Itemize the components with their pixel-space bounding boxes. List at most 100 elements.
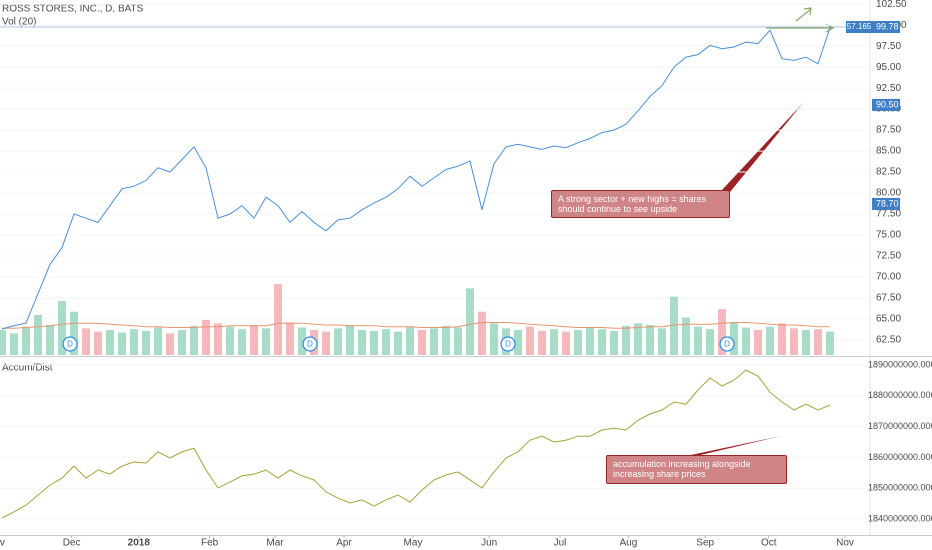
volume-bar bbox=[334, 328, 342, 355]
volume-bar bbox=[286, 322, 294, 355]
volume-bar bbox=[634, 323, 642, 355]
dividend-marker bbox=[719, 336, 735, 352]
x-tick-label: Mar bbox=[266, 538, 284, 549]
y2-tick-label: 1860000000.0000 bbox=[868, 452, 932, 462]
volume-bar bbox=[742, 327, 750, 355]
volume-bar bbox=[490, 323, 498, 355]
volume-bar bbox=[526, 326, 534, 355]
volume-bar bbox=[394, 331, 402, 355]
dividend-label: D bbox=[307, 340, 313, 349]
volume-bar bbox=[622, 325, 630, 355]
dividend-marker bbox=[62, 336, 78, 352]
x-tick-label: Dec bbox=[63, 538, 81, 549]
dividend-label: D bbox=[724, 340, 730, 349]
volume-bar bbox=[346, 325, 354, 355]
price-label-box bbox=[872, 197, 900, 210]
volume-bar bbox=[586, 327, 594, 355]
y-tick-label: 72.50 bbox=[876, 251, 901, 262]
volume-bar bbox=[646, 325, 654, 355]
volume-bar bbox=[178, 330, 186, 355]
volume-legend: Vol (20) bbox=[2, 17, 36, 28]
volume-bar bbox=[658, 328, 666, 355]
volume-bar bbox=[118, 332, 126, 355]
volume-bar bbox=[730, 322, 738, 355]
volume-bar bbox=[46, 325, 54, 355]
annotation: accumulation increasing alongside increa… bbox=[606, 455, 787, 484]
volume-bar bbox=[790, 328, 798, 355]
x-tick-label: Aug bbox=[620, 538, 638, 549]
volume-bar bbox=[466, 288, 474, 355]
volume-bar bbox=[430, 328, 438, 355]
y-tick-label: 62.50 bbox=[876, 335, 901, 346]
x-tick-label: Feb bbox=[201, 538, 219, 549]
y-tick-label: 92.50 bbox=[876, 83, 901, 94]
volume-bar bbox=[706, 329, 714, 355]
volume-bar bbox=[814, 329, 822, 355]
last-price-box bbox=[872, 21, 900, 34]
volume-bar bbox=[94, 331, 102, 355]
x-tick-label: Apr bbox=[336, 538, 352, 549]
volume-bar bbox=[370, 330, 378, 355]
volume-bar bbox=[262, 328, 270, 355]
volume-bar bbox=[10, 333, 18, 355]
volume-bar bbox=[70, 311, 78, 355]
trend-arrow bbox=[795, 8, 812, 22]
x-tick-label: Oct bbox=[761, 538, 777, 549]
volume-bar bbox=[382, 329, 390, 355]
y-tick-label: 65.00 bbox=[876, 314, 901, 325]
volume-bar bbox=[142, 330, 150, 355]
volume-bar bbox=[418, 330, 426, 355]
volume-bar bbox=[766, 326, 774, 355]
y-tick-label: 77.50 bbox=[876, 209, 901, 220]
trend-arrow-head bbox=[803, 7, 812, 16]
volume-bar bbox=[166, 333, 174, 355]
volume-bar bbox=[442, 325, 450, 355]
y-tick-label: 82.50 bbox=[876, 167, 901, 178]
price-line bbox=[1, 27, 831, 330]
accum-dist-line bbox=[1, 369, 831, 519]
volume-bar bbox=[34, 315, 42, 355]
annotation: A strong sector + new highs = shares sho… bbox=[551, 190, 730, 218]
volume-bar bbox=[130, 329, 138, 355]
price-label: 78.70 bbox=[876, 198, 899, 208]
volume-bar bbox=[250, 325, 258, 355]
volume-bar bbox=[562, 331, 570, 355]
annotation-pointer bbox=[722, 103, 803, 192]
y2-tick-label: 1890000000.0000 bbox=[868, 359, 932, 369]
y-tick-label: 85.00 bbox=[876, 146, 901, 157]
annotation-pointer bbox=[686, 436, 781, 457]
volume-bar bbox=[214, 323, 222, 355]
volume-bar bbox=[694, 326, 702, 355]
volume-bar bbox=[550, 329, 558, 355]
volume-bar bbox=[226, 326, 234, 355]
volume-bar bbox=[574, 330, 582, 355]
dividend-marker bbox=[302, 336, 318, 352]
volume-bar bbox=[778, 323, 786, 355]
y-tick-label: 87.50 bbox=[876, 125, 901, 136]
volume-bar bbox=[478, 311, 486, 355]
volume-bar bbox=[610, 330, 618, 355]
dividend-marker bbox=[500, 336, 516, 352]
volume-bar bbox=[358, 330, 366, 355]
x-tick-label: Nov bbox=[0, 538, 5, 549]
y-tick-label: 75.00 bbox=[876, 230, 901, 241]
y2-tick-label: 1870000000.0000 bbox=[868, 421, 932, 431]
volume-bar bbox=[514, 330, 522, 355]
volume-bar bbox=[682, 317, 690, 355]
volume-bar bbox=[454, 327, 462, 355]
volume-bar bbox=[22, 326, 30, 355]
volume-bar bbox=[406, 326, 414, 355]
price-label-box bbox=[872, 98, 900, 111]
volume-bar bbox=[718, 309, 726, 355]
y2-tick-label: 1850000000.0000 bbox=[868, 483, 932, 493]
indicator-legend: Accum/Dist bbox=[2, 363, 53, 374]
volume-bar bbox=[826, 331, 834, 355]
y-tick-label: 102.50 bbox=[876, 0, 907, 10]
y2-tick-label: 1840000000.0000 bbox=[868, 513, 932, 523]
volume-bar bbox=[154, 327, 162, 355]
x-tick-label: 2018 bbox=[128, 538, 151, 549]
readout-box bbox=[846, 21, 872, 34]
x-tick-label: Sep bbox=[696, 538, 714, 549]
